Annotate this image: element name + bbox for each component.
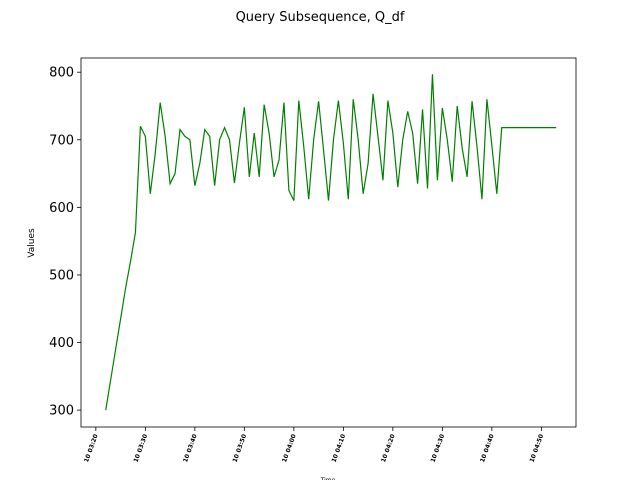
- plot-frame: [80, 57, 577, 428]
- y-axis-label: Values: [27, 228, 37, 258]
- x-tick-label: 10 04:30: [430, 433, 447, 463]
- x-tick-label: 10 04:10: [331, 433, 348, 463]
- x-tick-label: 10 04:50: [529, 433, 546, 463]
- x-tick-label: 10 03:40: [182, 433, 199, 463]
- y-tick-label: 700: [49, 133, 74, 148]
- y-tick-label: 800: [49, 66, 74, 81]
- x-tick-label: 10 03:30: [133, 433, 150, 463]
- y-tick-label: 300: [49, 404, 74, 419]
- y-tick-label: 600: [49, 201, 74, 216]
- x-tick-label: 10 03:50: [232, 433, 249, 463]
- x-tick-label: 10 03:20: [83, 433, 100, 463]
- x-tick-label: 10 04:20: [380, 433, 397, 463]
- x-axis-label: Time: [320, 477, 336, 480]
- chart-title: Query Subsequence, Q_df: [236, 10, 405, 25]
- y-tick-label: 400: [49, 336, 74, 351]
- x-tick-label: 10 04:40: [479, 433, 496, 463]
- x-tick-label: 10 04:00: [281, 433, 298, 463]
- y-tick-label: 500: [49, 268, 74, 283]
- data-line: [105, 74, 557, 411]
